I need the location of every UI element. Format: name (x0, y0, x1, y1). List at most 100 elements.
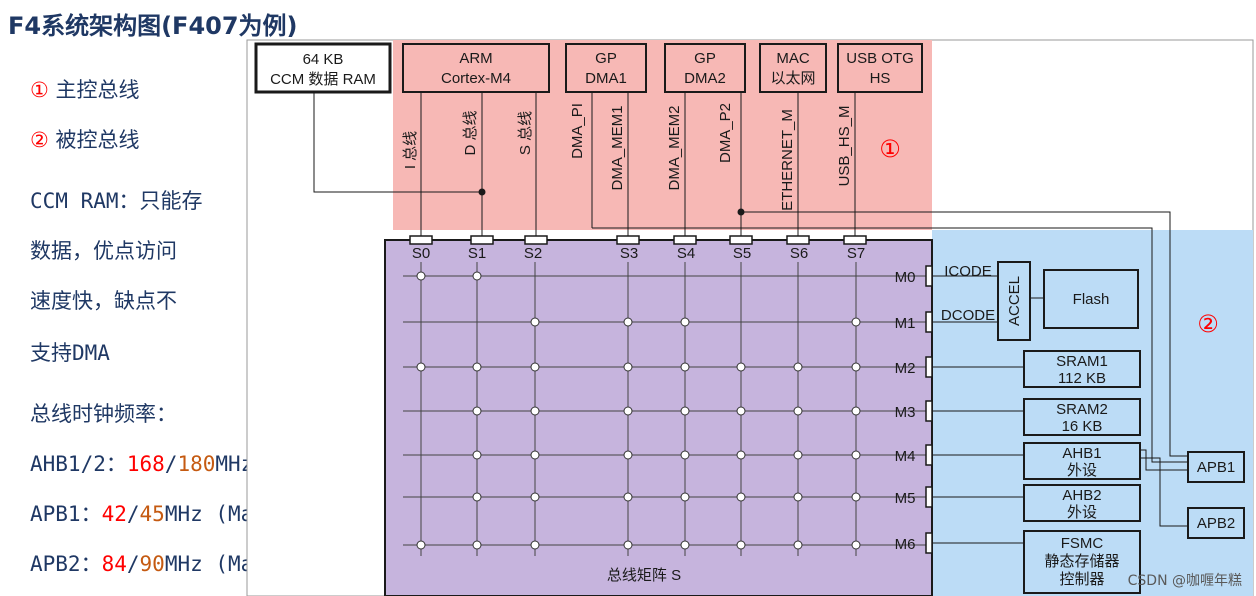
port-m4: M4 (895, 448, 916, 465)
matrix-node (472, 492, 482, 502)
matrix-node (530, 406, 540, 416)
usb-otg-label: USB OTG (846, 50, 914, 67)
ethernet-label: 以太网 (770, 70, 815, 87)
sram2-label: SRAM2 (1056, 401, 1108, 418)
icode-label: ICODE (944, 263, 992, 280)
freq-apb2-label: APB2： (30, 552, 102, 576)
sram1-label: SRAM1 (1056, 353, 1108, 370)
matrix-node (680, 492, 690, 502)
ccm-note-line-3: 速度快，缺点不 (30, 289, 177, 313)
legend-slave-number: ② (30, 128, 49, 152)
freq-apb1-label: APB1： (30, 502, 102, 526)
bus-matrix (384, 239, 933, 596)
matrix-node (623, 317, 633, 327)
port-s1: S1 (468, 245, 486, 262)
arm-cortex-box (402, 43, 550, 93)
matrix-node (851, 492, 861, 502)
ahb1-label: AHB1 (1062, 445, 1101, 462)
freq-apb2-value-1: 84 (101, 552, 127, 576)
freq-heading: 总线时钟频率： (30, 402, 177, 426)
dma1-gp-label: GP (595, 50, 617, 67)
freq-apb1-value-1: 42 (101, 502, 127, 526)
dma2-gp-label: GP (694, 50, 716, 67)
dma-p2-label: DMA_P2 (717, 103, 734, 163)
watermark: CSDN @咖喱年糕 (1127, 573, 1242, 589)
fsmc-box (1023, 530, 1141, 594)
dma-mem1-label: DMA_MEM1 (609, 105, 626, 190)
bus-matrix-label: 总线矩阵 S (607, 567, 681, 584)
sbus-label: S 总线 (517, 111, 534, 155)
fsmc-label: FSMC (1061, 535, 1104, 552)
ccm-dbus-junction (478, 188, 486, 196)
matrix-node (793, 540, 803, 550)
ccm-ram-size: 64 KB (303, 51, 344, 68)
port-s2: S2 (524, 245, 542, 262)
matrix-node (530, 450, 540, 460)
gp-dma2-box (664, 43, 746, 93)
matrix-node (416, 540, 426, 550)
arm-label: ARM (459, 50, 492, 67)
matrix-node (736, 362, 746, 372)
matrix-node (623, 406, 633, 416)
apb2-label: APB2 (1197, 515, 1235, 532)
mac-ethernet-box (759, 43, 827, 93)
matrix-node (793, 450, 803, 460)
matrix-node (680, 540, 690, 550)
ccm-dbus-link (313, 92, 482, 193)
legend-master-number: ① (30, 78, 49, 102)
matrix-node (793, 362, 803, 372)
matrix-node (680, 362, 690, 372)
legend-slave-bus: ② 被控总线 (30, 124, 140, 154)
sram2-box (1023, 398, 1141, 436)
gp-dma1-box (565, 43, 647, 93)
master-bus-zone (393, 40, 932, 230)
freq-ahb-value-2: 180 (177, 452, 216, 476)
matrix-node (530, 492, 540, 502)
port-s7: S7 (847, 245, 865, 262)
matrix-node (680, 406, 690, 416)
ahb1-box (1023, 442, 1141, 480)
matrix-node (851, 362, 861, 372)
page-title: F4系统架构图(F407为例) (8, 12, 298, 40)
port-s0: S0 (412, 245, 430, 262)
port-s3: S3 (620, 245, 638, 262)
matrix-node (472, 540, 482, 550)
ccm-ram-label: CCM 数据 RAM (270, 71, 376, 88)
freq-apb2-sep: / (126, 552, 140, 576)
matrix-node (736, 406, 746, 416)
freq-apb2-value-2: 90 (139, 552, 165, 576)
sram1-size: 112 KB (1058, 370, 1106, 387)
port-m0: M0 (895, 269, 916, 286)
matrix-node (793, 406, 803, 416)
port-m1: M1 (895, 315, 916, 332)
ahb1-apb1-link (1140, 449, 1188, 471)
matrix-node (623, 450, 633, 460)
matrix-grid (403, 262, 926, 556)
dma-p2-apb-link (741, 211, 1188, 457)
dma-pi-label: DMA_PI (569, 103, 586, 159)
matrix-node (680, 450, 690, 460)
legend-master-bus: ① 主控总线 (30, 74, 140, 104)
apb2-box (1187, 507, 1245, 539)
dma-pi-apb-link (592, 227, 1188, 463)
port-m3: M3 (895, 404, 916, 421)
ahb2-sub: 外设 (1067, 504, 1097, 521)
dma1-label: DMA1 (585, 70, 627, 87)
usb-hs-m-label: USB_HS_M (836, 106, 853, 187)
matrix-node (736, 540, 746, 550)
accel-label: ACCEL (1006, 276, 1023, 326)
matrix-node (472, 362, 482, 372)
accel-box (997, 261, 1031, 341)
matrix-node (793, 492, 803, 502)
dcode-label: DCODE (941, 307, 995, 324)
freq-apb1-sep: / (126, 502, 140, 526)
matrix-node (680, 317, 690, 327)
ahb2-label: AHB2 (1062, 487, 1101, 504)
matrix-node (623, 540, 633, 550)
matrix-node (851, 317, 861, 327)
port-s6: S6 (790, 245, 808, 262)
port-m6: M6 (895, 536, 916, 553)
matrix-node (851, 406, 861, 416)
matrix-node (530, 362, 540, 372)
freq-ahb-value-1: 168 (126, 452, 165, 476)
